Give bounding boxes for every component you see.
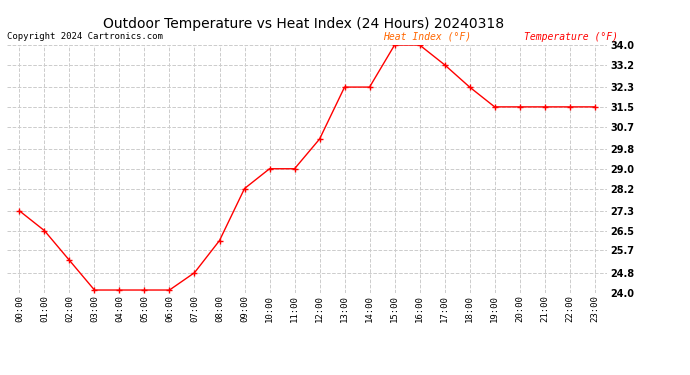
Text: Heat Index (°F): Heat Index (°F)	[383, 32, 471, 42]
Text: Copyright 2024 Cartronics.com: Copyright 2024 Cartronics.com	[7, 32, 163, 41]
Text: Temperature (°F): Temperature (°F)	[524, 32, 618, 42]
Text: Outdoor Temperature vs Heat Index (24 Hours) 20240318: Outdoor Temperature vs Heat Index (24 Ho…	[103, 17, 504, 31]
